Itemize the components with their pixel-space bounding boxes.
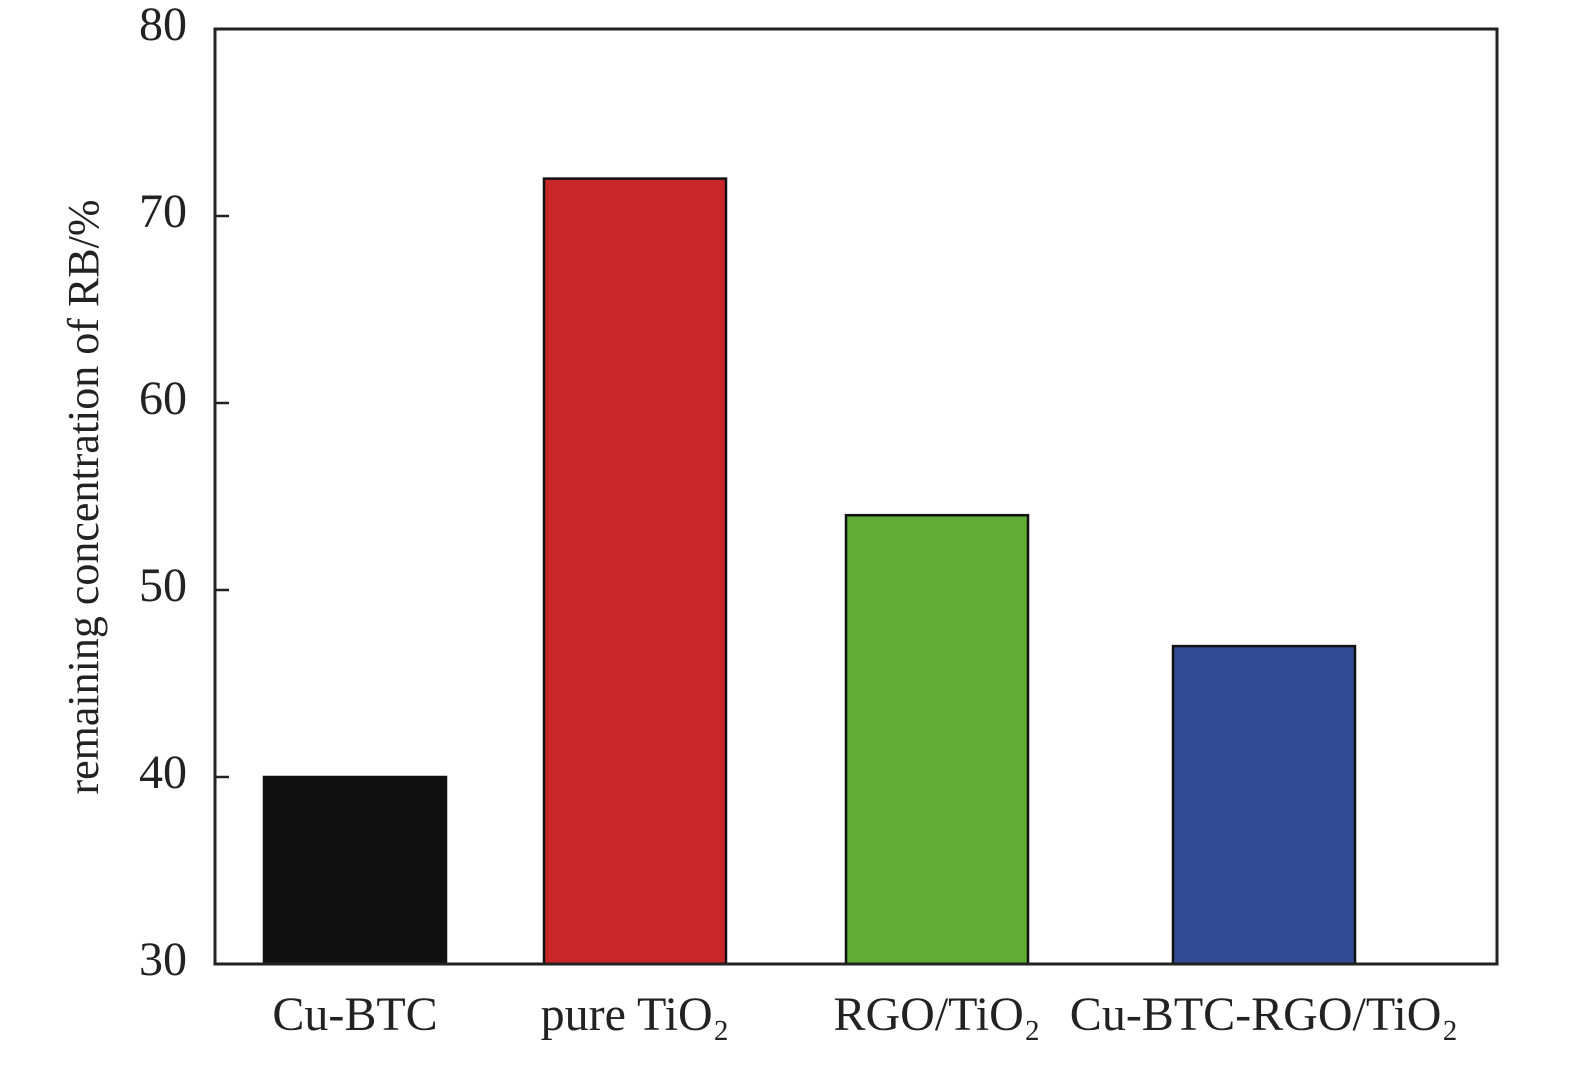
y-tick-label: 80 xyxy=(139,0,187,51)
x-tick-label: Cu-BTC xyxy=(272,988,437,1041)
plot-frame xyxy=(213,27,1499,966)
bar xyxy=(262,775,448,966)
y-tick-label: 70 xyxy=(139,185,187,238)
bar xyxy=(844,513,1030,966)
x-tick-label: RGO/TiO₂ xyxy=(833,988,1040,1041)
x-tick-label: Cu-BTC-RGO/TiO₂ xyxy=(1070,988,1458,1041)
y-tick-label: 60 xyxy=(139,372,187,425)
bar xyxy=(1171,644,1357,966)
bar xyxy=(542,177,728,966)
y-tick-label: 40 xyxy=(139,746,187,799)
y-tick-label: 30 xyxy=(139,933,187,986)
x-tick-label: pure TiO₂ xyxy=(541,988,730,1041)
y-tick-label: 50 xyxy=(139,559,187,612)
y-axis-label: remaining concentration of RB/% xyxy=(59,199,108,794)
